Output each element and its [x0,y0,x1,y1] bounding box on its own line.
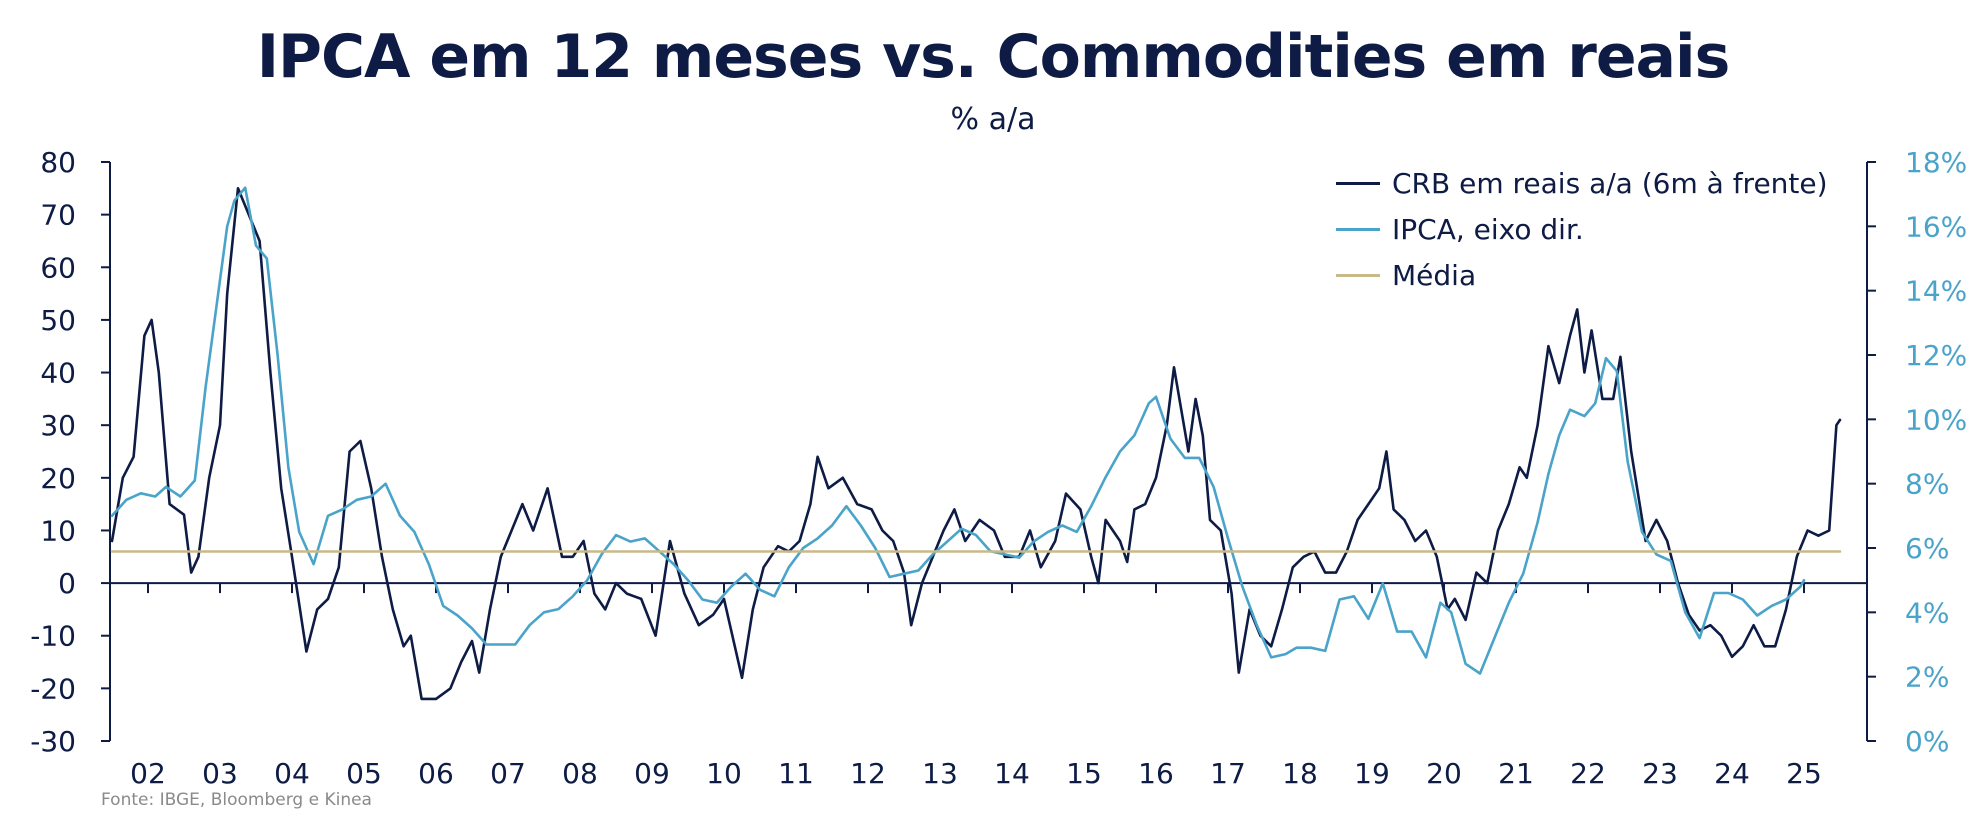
left-axis-tick-label: 80 [40,146,76,179]
legend-item-media: Média [1336,252,1828,298]
x-axis-tick-label: 07 [490,757,526,790]
x-axis-tick-label: 18 [1282,757,1318,790]
x-axis-tick-label: 04 [274,757,310,790]
x-axis-tick-label: 03 [202,757,238,790]
legend-label-media: Média [1392,258,1477,292]
right-axis-tick-label: 10% [1905,403,1967,436]
x-axis-tick-label: 22 [1570,757,1606,790]
x-axis-tick-label: 11 [778,757,814,790]
x-axis-tick-label: 19 [1354,757,1390,790]
right-axis-tick-label: 12% [1905,339,1967,372]
chart-subtitle: % a/a [950,102,1036,137]
left-axis-tick-label: 10 [40,514,76,547]
series-line-ipca [110,186,1806,675]
right-axis-tick-label: 14% [1905,275,1967,308]
legend: CRB em reais a/a (6m à frente) IPCA, eix… [1336,160,1828,298]
x-axis-tick-label: 10 [706,757,742,790]
x-axis-tick-label: 24 [1714,757,1750,790]
left-axis-tick-label: 20 [40,462,76,495]
left-axis-tick-label: 30 [40,409,76,442]
x-axis-tick-label: 12 [850,757,886,790]
x-axis-tick-label: 14 [994,757,1030,790]
legend-swatch-crb [1336,181,1380,185]
right-axis-tick-label: 0% [1905,725,1949,758]
x-axis-tick-label: 25 [1786,757,1822,790]
axes: 80 70 60 50 40 30 20 10 0 -10 -20 -30 18% 16% 14% 12% 10… [30,146,1967,790]
left-axis-tick-label: 70 [40,199,76,232]
x-axis-tick-label: 16 [1138,757,1174,790]
legend-item-crb: CRB em reais a/a (6m à frente) [1336,160,1828,206]
right-axis-tick-label: 2% [1905,661,1949,694]
legend-swatch-media [1336,273,1380,277]
left-axis-tick-label: 50 [40,304,76,337]
right-axis-tick-label: 8% [1905,468,1949,501]
right-axis-tick-label: 16% [1905,210,1967,243]
source-note: Fonte: IBGE, Bloomberg e Kinea [101,790,372,810]
x-axis-tick-label: 05 [346,757,382,790]
legend-label-ipca: IPCA, eixo dir. [1392,212,1584,246]
x-axis-tick-label: 13 [922,757,958,790]
right-axis-tick-label: 18% [1905,146,1967,179]
left-axis-tick-label: -20 [30,672,76,705]
x-axis-tick-label: 20 [1426,757,1462,790]
x-axis-tick-label: 06 [418,757,454,790]
left-axis-tick-label: -30 [30,725,76,758]
chart-title: IPCA em 12 meses vs. Commodities em reai… [256,22,1731,92]
x-axis-tick-label: 09 [634,757,670,790]
right-axis-tick-label: 4% [1905,596,1949,629]
legend-swatch-ipca [1336,227,1380,231]
x-axis-tick-label: 17 [1210,757,1246,790]
series-layer [110,186,1842,701]
right-axis-tick-label: 6% [1905,532,1949,565]
left-axis-tick-label: 0 [58,567,76,600]
x-axis-tick-label: 23 [1642,757,1678,790]
x-axis-tick-label: 15 [1066,757,1102,790]
x-axis-tick-label: 08 [562,757,598,790]
legend-item-ipca: IPCA, eixo dir. [1336,206,1828,252]
left-axis-tick-label: -10 [30,620,76,653]
left-axis-tick-label: 60 [40,251,76,284]
x-axis-tick-label: 02 [130,757,166,790]
legend-label-crb: CRB em reais a/a (6m à frente) [1392,166,1828,200]
left-axis-tick-label: 40 [40,357,76,390]
x-axis-tick-label: 21 [1498,757,1534,790]
